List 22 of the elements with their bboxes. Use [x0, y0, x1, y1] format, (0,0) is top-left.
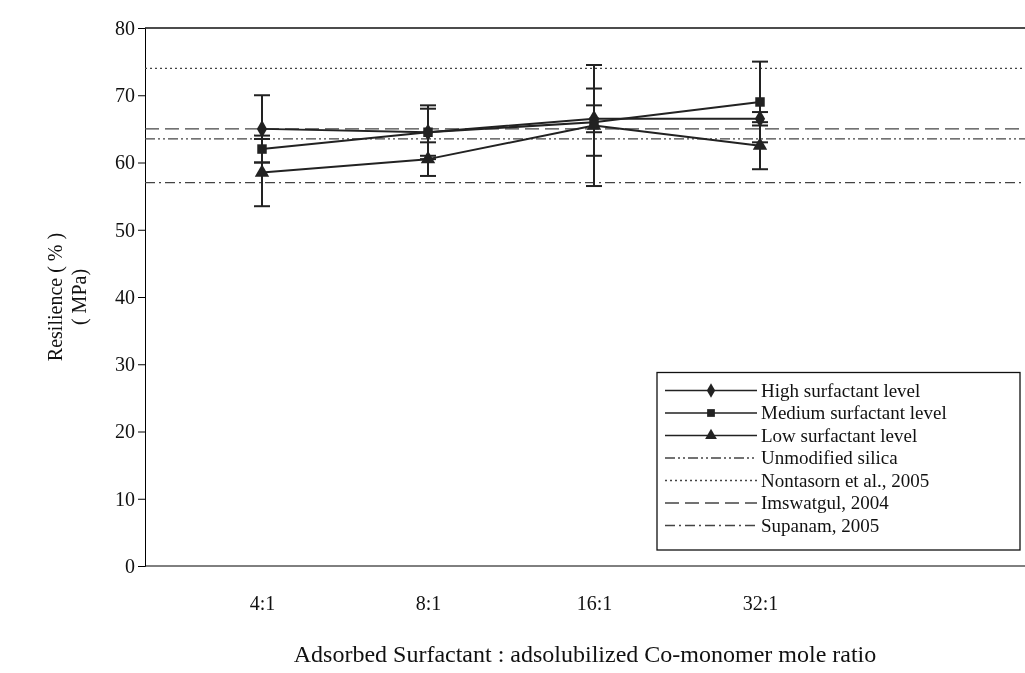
y-tick-label: 60 — [115, 151, 135, 174]
x-tick-label: 32:1 — [742, 592, 779, 615]
y-tick-label: 0 — [125, 554, 135, 577]
y-tick-label: 20 — [115, 420, 135, 443]
y-axis-title: Resilience ( % ) ( MPa) — [44, 232, 91, 362]
x-axis-title: Adsorbed Surfactant : adsolubilized Co-monomer mole ratio — [293, 641, 877, 667]
x-tick-label: 16:1 — [576, 592, 613, 615]
legend-label: Unmodified silica — [761, 447, 899, 468]
legend-label: High surfactant level — [761, 379, 921, 401]
y-tick-label: 80 — [115, 16, 135, 39]
legend-label: Supanam, 2005 — [761, 514, 880, 536]
legend-label: Nontasorn et al., 2005 — [761, 469, 930, 491]
legend-label: Low surfactant level — [761, 424, 918, 446]
x-tick-label: 4:1 — [249, 592, 276, 615]
y-tick-label: 50 — [115, 218, 135, 241]
y-tick-label: 70 — [115, 84, 135, 107]
x-tick-label: 8:1 — [415, 592, 442, 615]
legend-label: Imswatgul, 2004 — [761, 492, 890, 513]
y-tick-label: 40 — [115, 285, 135, 308]
y-tick-label: 10 — [115, 487, 135, 510]
legend-label: Medium surfactant level — [761, 402, 947, 423]
y-tick-label: 30 — [115, 353, 135, 376]
